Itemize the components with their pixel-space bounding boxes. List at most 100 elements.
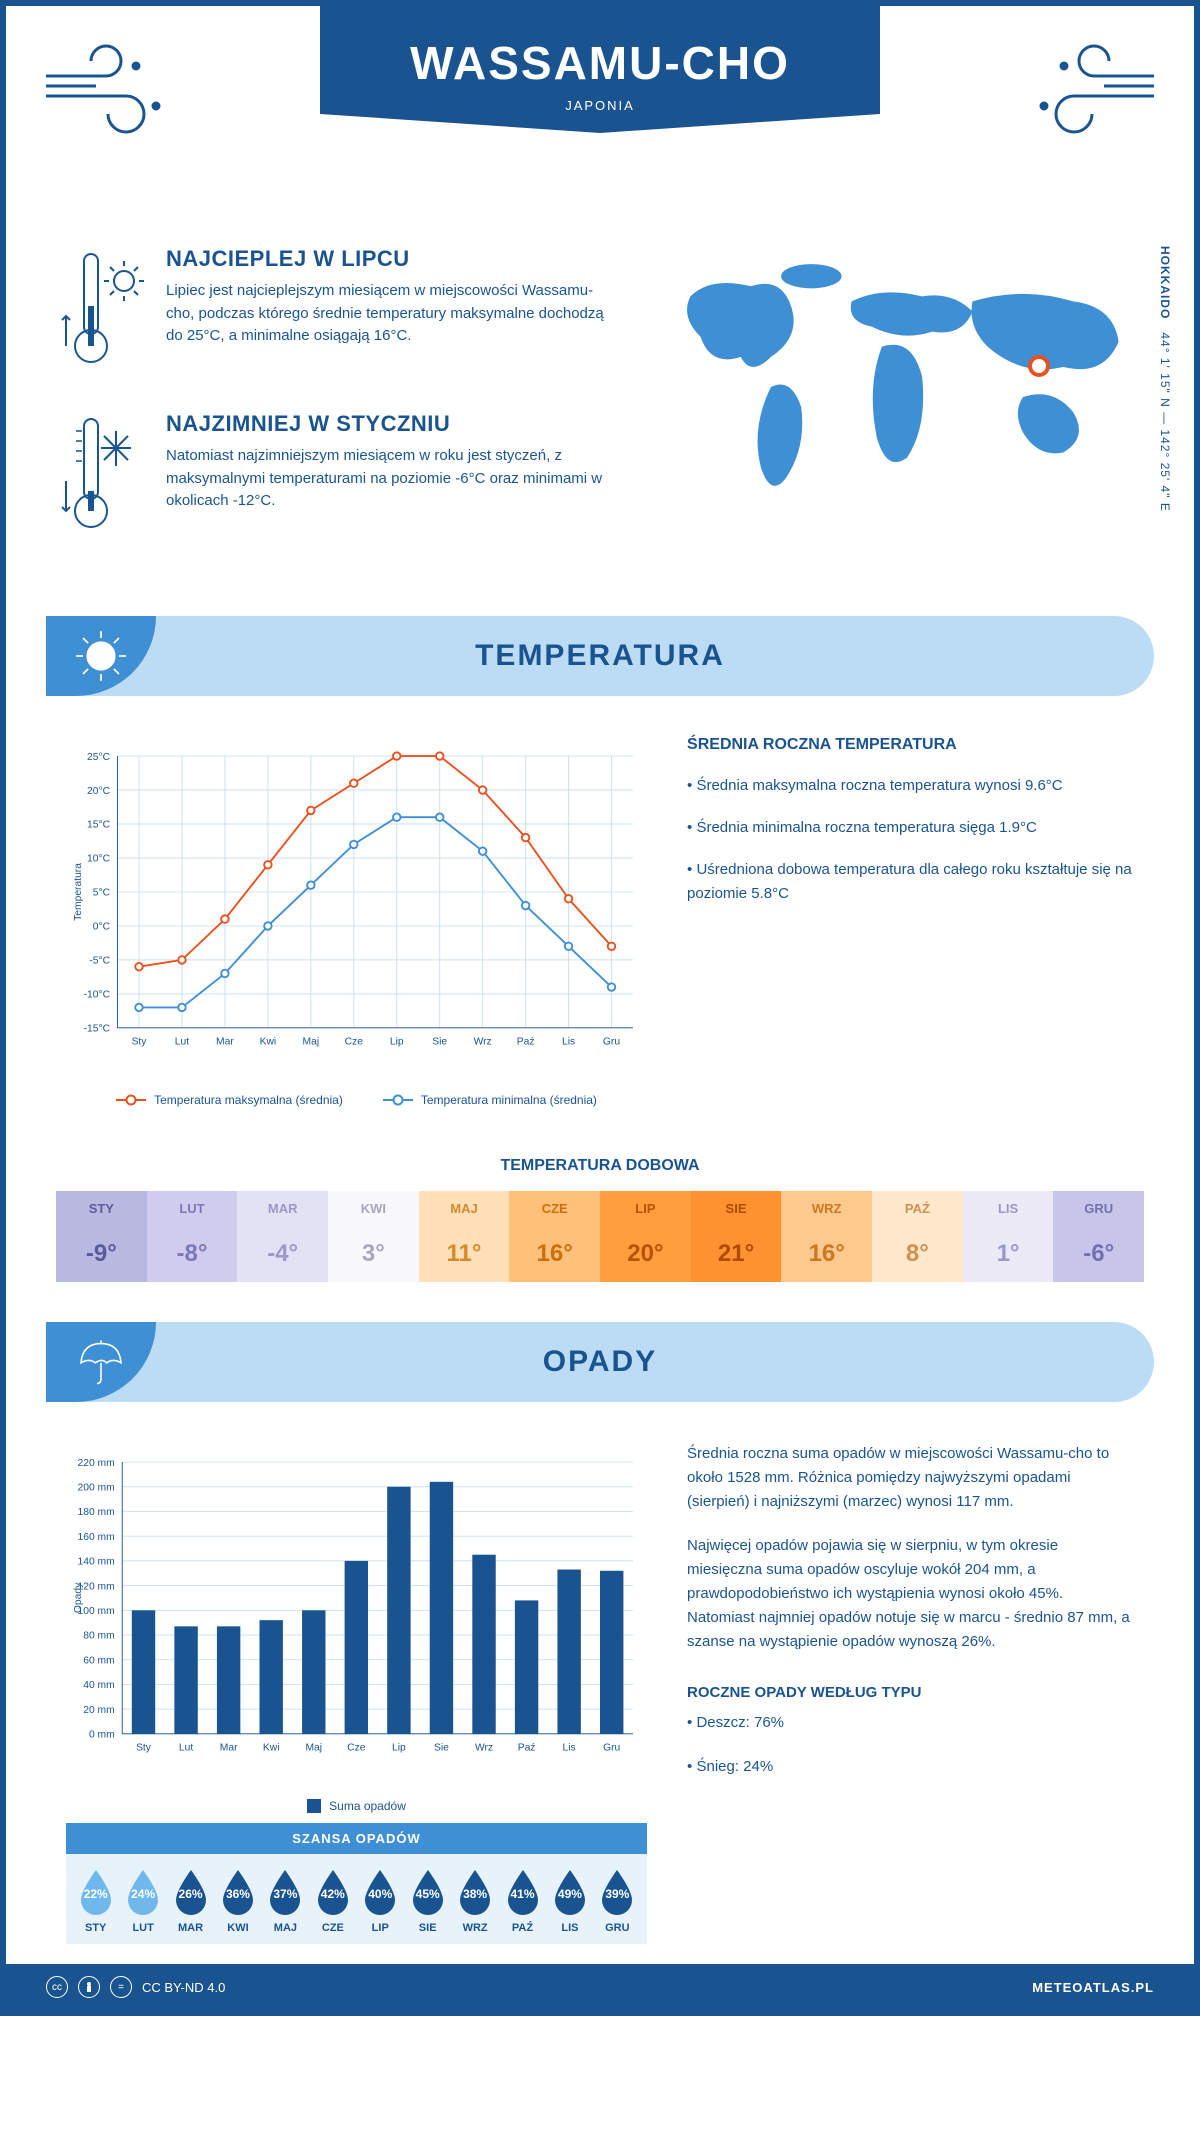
precip-legend-label: Suma opadów [329, 1799, 406, 1813]
latitude: 44° 1' 15" N [1158, 332, 1172, 407]
precipitation-section-header: OPADY [46, 1322, 1154, 1402]
chance-cell: 39% GRU [594, 1868, 641, 1934]
chance-cell: 42% CZE [309, 1868, 356, 1934]
chance-cell: 41% PAŹ [499, 1868, 546, 1934]
daily-temp-cell: WRZ 16° [781, 1191, 872, 1282]
coldest-text: Natomiast najzimniejszym miesiącem w rok… [166, 445, 610, 513]
coordinates: HOKKAIDO 44° 1' 15" N — 142° 25' 4" E [1158, 246, 1172, 512]
thermometer-hot-icon [56, 246, 146, 381]
footer-license: cc = CC BY-ND 4.0 [46, 1976, 225, 1998]
svg-text:180 mm: 180 mm [78, 1507, 115, 1518]
footer: cc = CC BY-ND 4.0 METEOATLAS.PL [6, 1964, 1194, 2010]
svg-text:10°C: 10°C [87, 854, 111, 865]
drop-icon: 38% [456, 1868, 494, 1916]
chance-cell: 22% STY [72, 1868, 119, 1934]
umbrella-icon [46, 1322, 156, 1402]
chance-cell: 45% SIE [404, 1868, 451, 1934]
legend-item: Temperatura maksymalna (średnia) [116, 1093, 343, 1107]
coldest-block: NAJZIMNIEJ W STYCZNIU Natomiast najzimni… [56, 411, 610, 546]
temp-info-heading: ŚREDNIA ROCZNA TEMPERATURA [687, 736, 1134, 754]
svg-text:Lip: Lip [390, 1037, 404, 1048]
svg-text:25°C: 25°C [87, 752, 111, 763]
svg-text:Lis: Lis [562, 1037, 575, 1048]
chance-title: SZANSA OPADÓW [66, 1823, 647, 1854]
page: WASSAMU-CHO JAPONIA NAJCIEPLEJ W LIPCU L… [0, 0, 1200, 2016]
drop-icon: 39% [598, 1868, 636, 1916]
drop-icon: 24% [124, 1868, 162, 1916]
precip-type-heading: ROCZNE OPADY WEDŁUG TYPU [687, 1684, 1134, 1701]
svg-text:-15°C: -15°C [84, 1024, 111, 1035]
daily-temp-cell: LIP 20° [600, 1191, 691, 1282]
precip-info-para: Najwięcej opadów pojawia się w sierpniu,… [687, 1534, 1134, 1654]
license-text: CC BY-ND 4.0 [142, 1980, 225, 1995]
precip-type-item: • Śnieg: 24% [687, 1755, 1134, 1779]
svg-text:Lut: Lut [175, 1037, 189, 1048]
footer-site: METEOATLAS.PL [1032, 1980, 1154, 1995]
daily-temp-table: STY -9° LUT -8° MAR -4° KWI 3° MAJ 11° C… [56, 1191, 1144, 1282]
location-marker [1028, 355, 1050, 377]
cc-icon: cc [46, 1976, 68, 1998]
temperature-info: ŚREDNIA ROCZNA TEMPERATURA • Średnia mak… [687, 736, 1134, 1107]
warmest-block: NAJCIEPLEJ W LIPCU Lipiec jest najcieple… [56, 246, 610, 381]
svg-text:Wrz: Wrz [474, 1037, 492, 1048]
svg-text:15°C: 15°C [87, 820, 111, 831]
svg-text:140 mm: 140 mm [78, 1557, 115, 1568]
precip-info-para: Średnia roczna suma opadów w miejscowośc… [687, 1442, 1134, 1514]
precipitation-chart-svg: 0 mm20 mm40 mm60 mm80 mm100 mm120 mm140 … [66, 1442, 647, 1782]
svg-text:Temperatura: Temperatura [73, 863, 84, 921]
drop-icon: 37% [266, 1868, 304, 1916]
world-map: HOKKAIDO 44° 1' 15" N — 142° 25' 4" E [640, 246, 1144, 576]
svg-text:160 mm: 160 mm [78, 1532, 115, 1543]
svg-text:0 mm: 0 mm [89, 1730, 115, 1741]
overview-text: NAJCIEPLEJ W LIPCU Lipiec jest najcieple… [56, 246, 610, 576]
temperature-chart-svg: -15°C-10°C-5°C0°C5°C10°C15°C20°C25°CStyL… [66, 736, 647, 1076]
svg-text:Kwi: Kwi [263, 1743, 280, 1754]
svg-text:Mar: Mar [220, 1743, 238, 1754]
drop-icon: 26% [172, 1868, 210, 1916]
temperature-heading: TEMPERATURA [156, 639, 1154, 673]
chance-cell: 37% MAJ [262, 1868, 309, 1934]
svg-text:Gru: Gru [603, 1037, 620, 1048]
warmest-text: Lipiec jest najcieplejszym miesiącem w m… [166, 280, 610, 348]
svg-text:Sty: Sty [136, 1743, 152, 1754]
daily-temp-cell: LUT -8° [147, 1191, 238, 1282]
precip-chance-table: SZANSA OPADÓW 22% STY 24% LUT 26% MAR 36… [66, 1823, 647, 1944]
daily-temp-cell: KWI 3° [328, 1191, 419, 1282]
temperature-body: -15°C-10°C-5°C0°C5°C10°C15°C20°C25°CStyL… [6, 696, 1194, 1137]
daily-temp-cell: GRU -6° [1053, 1191, 1144, 1282]
svg-text:Gru: Gru [603, 1743, 620, 1754]
warmest-title: NAJCIEPLEJ W LIPCU [166, 246, 610, 272]
thermometer-cold-icon [56, 411, 146, 546]
temp-info-bullet: • Uśredniona dobowa temperatura dla całe… [687, 858, 1134, 906]
svg-text:Wrz: Wrz [475, 1743, 493, 1754]
overview-row: NAJCIEPLEJ W LIPCU Lipiec jest najcieple… [6, 226, 1194, 616]
drop-icon: 49% [551, 1868, 589, 1916]
svg-text:Paź: Paź [517, 1037, 535, 1048]
sun-icon [46, 616, 156, 696]
precipitation-chart: 0 mm20 mm40 mm60 mm80 mm100 mm120 mm140 … [66, 1442, 647, 1944]
precipitation-info: Średnia roczna suma opadów w miejscowośc… [687, 1442, 1134, 1944]
svg-text:20 mm: 20 mm [83, 1705, 114, 1716]
svg-text:Mar: Mar [216, 1037, 234, 1048]
svg-text:-5°C: -5°C [89, 956, 110, 967]
svg-text:-10°C: -10°C [84, 990, 111, 1001]
daily-temp-cell: PAŹ 8° [872, 1191, 963, 1282]
temp-info-bullet: • Średnia maksymalna roczna temperatura … [687, 774, 1134, 798]
longitude: 142° 25' 4" E [1158, 429, 1172, 511]
location-title: WASSAMU-CHO [340, 36, 860, 90]
chance-cell: 24% LUT [119, 1868, 166, 1934]
nd-icon: = [110, 1976, 132, 1998]
legend-item: Temperatura minimalna (średnia) [383, 1093, 597, 1107]
drop-icon: 36% [219, 1868, 257, 1916]
svg-text:80 mm: 80 mm [83, 1631, 114, 1642]
svg-text:0°C: 0°C [93, 922, 111, 933]
temperature-legend: Temperatura maksymalna (średnia) Temperat… [66, 1093, 647, 1107]
svg-text:Lip: Lip [392, 1743, 406, 1754]
coldest-title: NAJZIMNIEJ W STYCZNIU [166, 411, 610, 437]
svg-text:40 mm: 40 mm [83, 1680, 114, 1691]
precipitation-body: 0 mm20 mm40 mm60 mm80 mm100 mm120 mm140 … [6, 1402, 1194, 1964]
svg-text:200 mm: 200 mm [78, 1483, 115, 1494]
header-banner: WASSAMU-CHO JAPONIA [320, 6, 880, 133]
chance-cell: 38% WRZ [451, 1868, 498, 1934]
daily-temp-cell: MAR -4° [237, 1191, 328, 1282]
